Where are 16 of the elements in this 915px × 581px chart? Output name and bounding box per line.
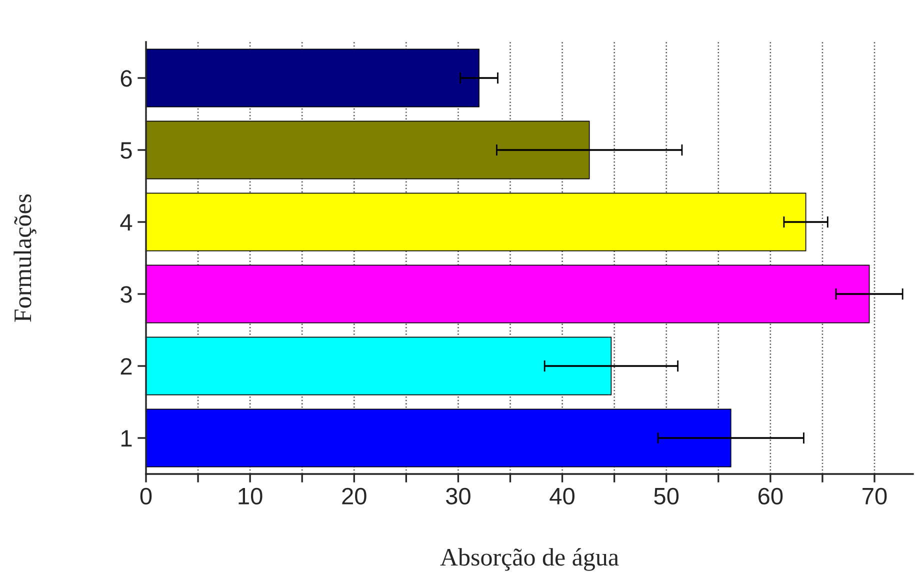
y-tick-label: 1 <box>121 430 132 447</box>
y-tick-label: 6 <box>120 70 132 87</box>
x-tick-label: 40 <box>550 488 574 505</box>
y-axis-title: Formulações <box>14 194 36 322</box>
x-tick-label: 70 <box>862 488 887 505</box>
x-tick-label: 50 <box>654 488 679 505</box>
x-tick-label: 0 <box>140 488 152 505</box>
x-tick-label: 20 <box>342 488 366 505</box>
y-tick-label: 2 <box>120 358 132 375</box>
x-tick-label: 10 <box>238 488 262 505</box>
y-tick-label: 5 <box>120 142 132 159</box>
y-tick-label: 3 <box>120 286 132 303</box>
x-axis-title: Absorção de água <box>440 548 619 571</box>
x-tick-label: 30 <box>446 488 470 505</box>
y-tick-label: 4 <box>120 214 132 231</box>
x-tick-label: 60 <box>758 488 783 505</box>
